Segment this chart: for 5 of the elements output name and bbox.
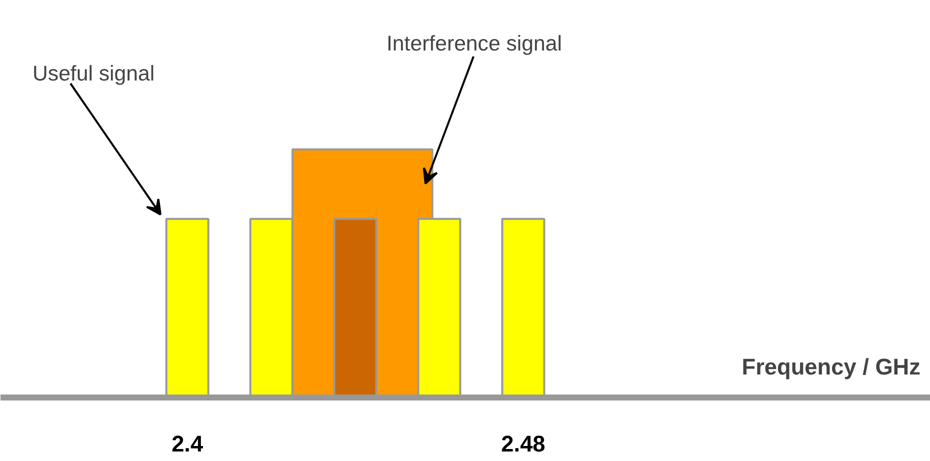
x-tick-label: 2.48 — [501, 430, 546, 456]
x-tick-label: 2.4 — [172, 430, 204, 456]
x-axis-title: Frequency / GHz — [742, 354, 921, 380]
text: Useful signal — [32, 62, 155, 86]
text: Interference signal — [386, 32, 562, 56]
